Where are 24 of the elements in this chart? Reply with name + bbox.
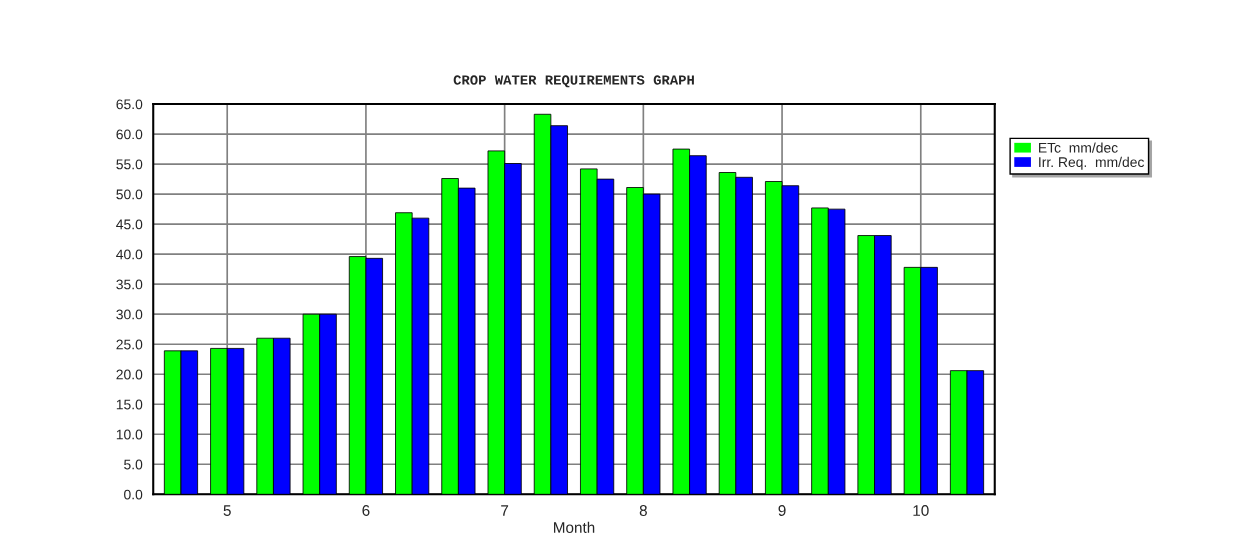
x-tick-label: 9 [778, 505, 786, 516]
y-tick-label: 55.0 [116, 159, 143, 170]
y-tick-label: 5.0 [124, 459, 143, 470]
chart-title: CROP WATER REQUIREMENTS GRAPH [453, 75, 694, 88]
y-tick-label: 20.0 [116, 369, 143, 380]
y-tick-label: 25.0 [116, 339, 143, 350]
legend-label: ETc mm/dec [1039, 142, 1118, 153]
y-tick-label: 10.0 [116, 429, 143, 440]
x-tick-label: 8 [639, 505, 647, 516]
x-tick-label: 10 [913, 505, 929, 516]
x-tick-label: 5 [223, 505, 231, 516]
y-tick-label: 65.0 [116, 99, 143, 110]
x-tick-label: 7 [501, 505, 509, 516]
legend-label: Irr. Req. mm/dec [1039, 156, 1145, 170]
x-axis-title: Month [554, 521, 595, 533]
y-tick-label: 15.0 [116, 399, 143, 410]
y-tick-label: 50.0 [116, 189, 143, 200]
y-tick-label: 40.0 [116, 249, 143, 260]
y-tick-label: 30.0 [116, 309, 143, 320]
y-tick-label: 0.0 [124, 489, 143, 500]
y-tick-label: 45.0 [116, 219, 143, 230]
y-tick-label: 60.0 [116, 129, 143, 140]
y-tick-label: 35.0 [116, 279, 143, 290]
x-tick-label: 6 [362, 505, 370, 516]
